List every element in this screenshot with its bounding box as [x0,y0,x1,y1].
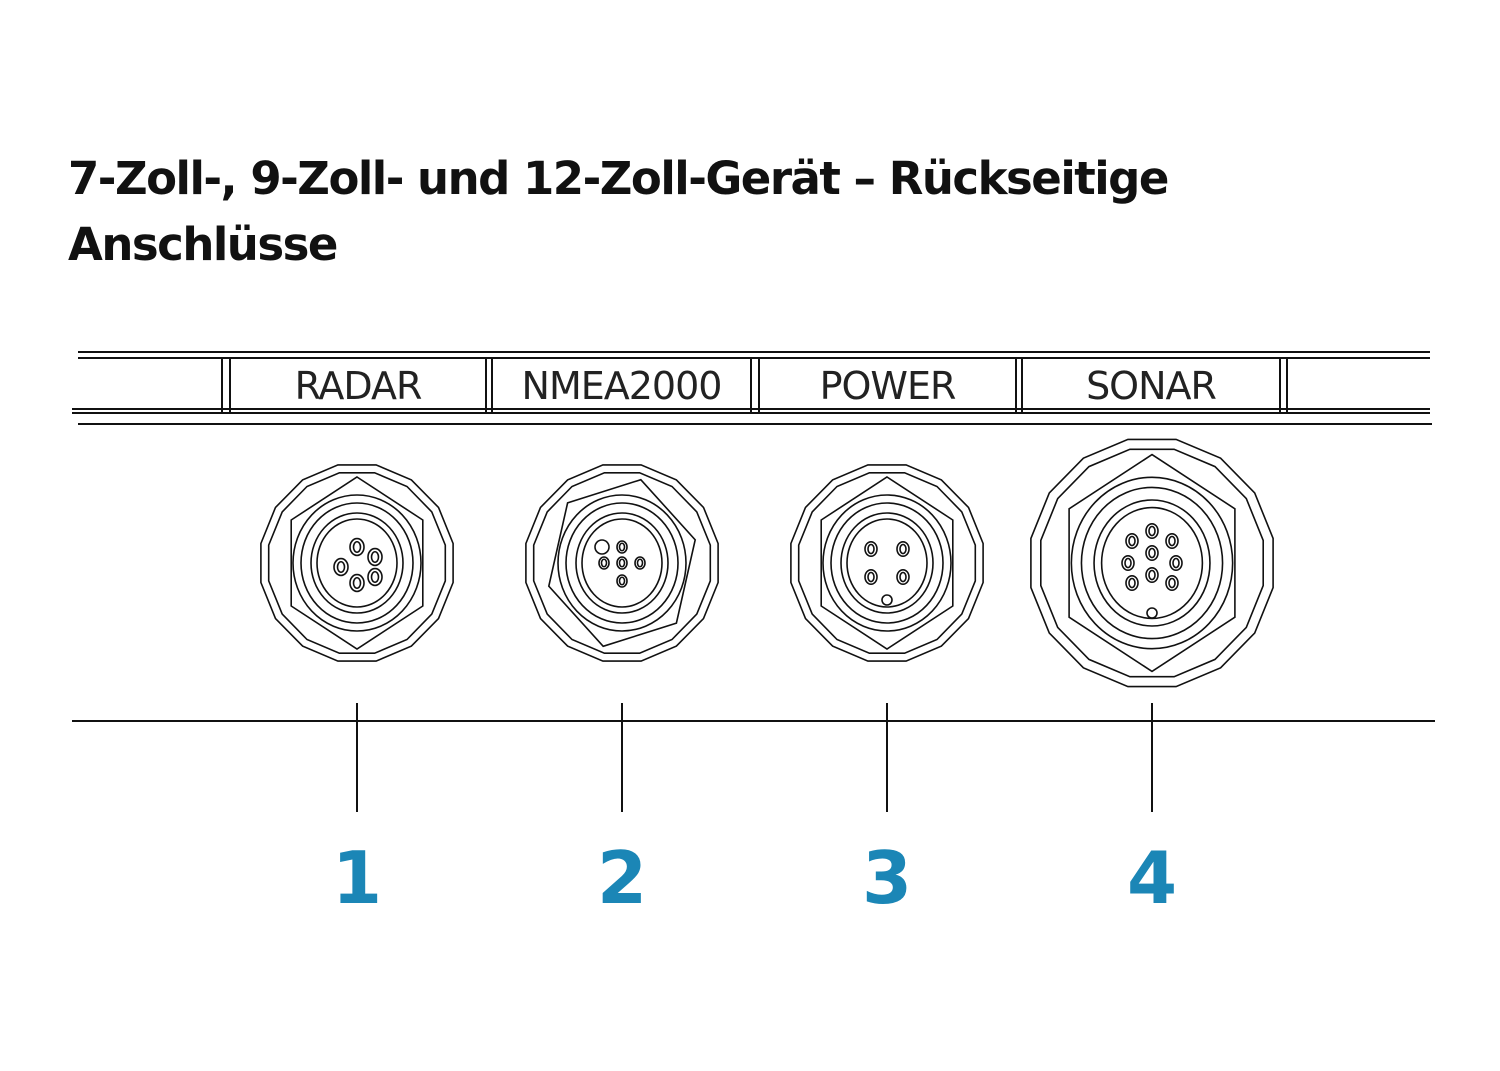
pin [367,567,383,587]
leader-lines [72,703,1435,812]
callout-number-4: 4 [1127,836,1177,920]
collar [557,494,687,632]
page-title: 7-Zoll-, 9-Zoll- und 12-Zoll-Gerät – Rüc… [68,146,1368,278]
pin [616,556,628,570]
pin [1125,532,1139,549]
pin [1165,574,1179,591]
title-line-1: 7-Zoll-, 9-Zoll- und 12-Zoll-Gerät – Rüc… [68,152,1169,205]
hex-nut [290,476,424,650]
pin [616,540,628,554]
port-label-nmea2000: NMEA2000 [522,364,722,408]
socket [575,512,669,614]
pin [1165,532,1179,549]
connector-nmea2000 [525,464,719,662]
pin [1125,574,1139,591]
pin [598,556,610,570]
socket [1093,499,1211,627]
collar [1070,476,1234,650]
connector-power [790,464,984,662]
pin [634,556,646,570]
collar [822,494,952,632]
callout-number-2: 2 [597,836,647,920]
pin [1169,554,1183,571]
hex-nut [547,478,697,648]
outer-ring [1030,438,1274,688]
collar [292,494,422,632]
port-label-power: POWER [820,364,956,408]
outer-ring-inner [797,471,977,655]
outer-ring-inner [532,471,712,655]
outer-ring [790,464,984,662]
pin [896,540,910,557]
pin [1145,566,1159,583]
pin [616,574,628,588]
pin [367,547,383,567]
pin [333,557,349,577]
callout-number-3: 3 [862,836,912,920]
outer-ring-inner [267,471,447,655]
outer-ring-inner [1040,448,1264,678]
socket [310,512,404,614]
socket [840,512,934,614]
pin [896,568,910,585]
callout-number-1: 1 [332,836,382,920]
outer-ring [260,464,454,662]
pin [1145,522,1159,539]
pin [349,537,365,557]
pin [349,573,365,593]
port-label-sonar: SONAR [1086,364,1216,408]
connector-sonar [1030,438,1274,688]
port-label-radar: RADAR [295,364,422,408]
connector-radar [260,464,454,662]
label-strip [72,351,1432,425]
hex-nut [1068,453,1236,673]
pin [864,540,878,557]
outer-ring [525,464,719,662]
title-line-2: Anschlüsse [68,218,338,271]
pin [864,568,878,585]
pin [1121,554,1135,571]
hex-nut [820,476,954,650]
pin [1145,544,1159,561]
